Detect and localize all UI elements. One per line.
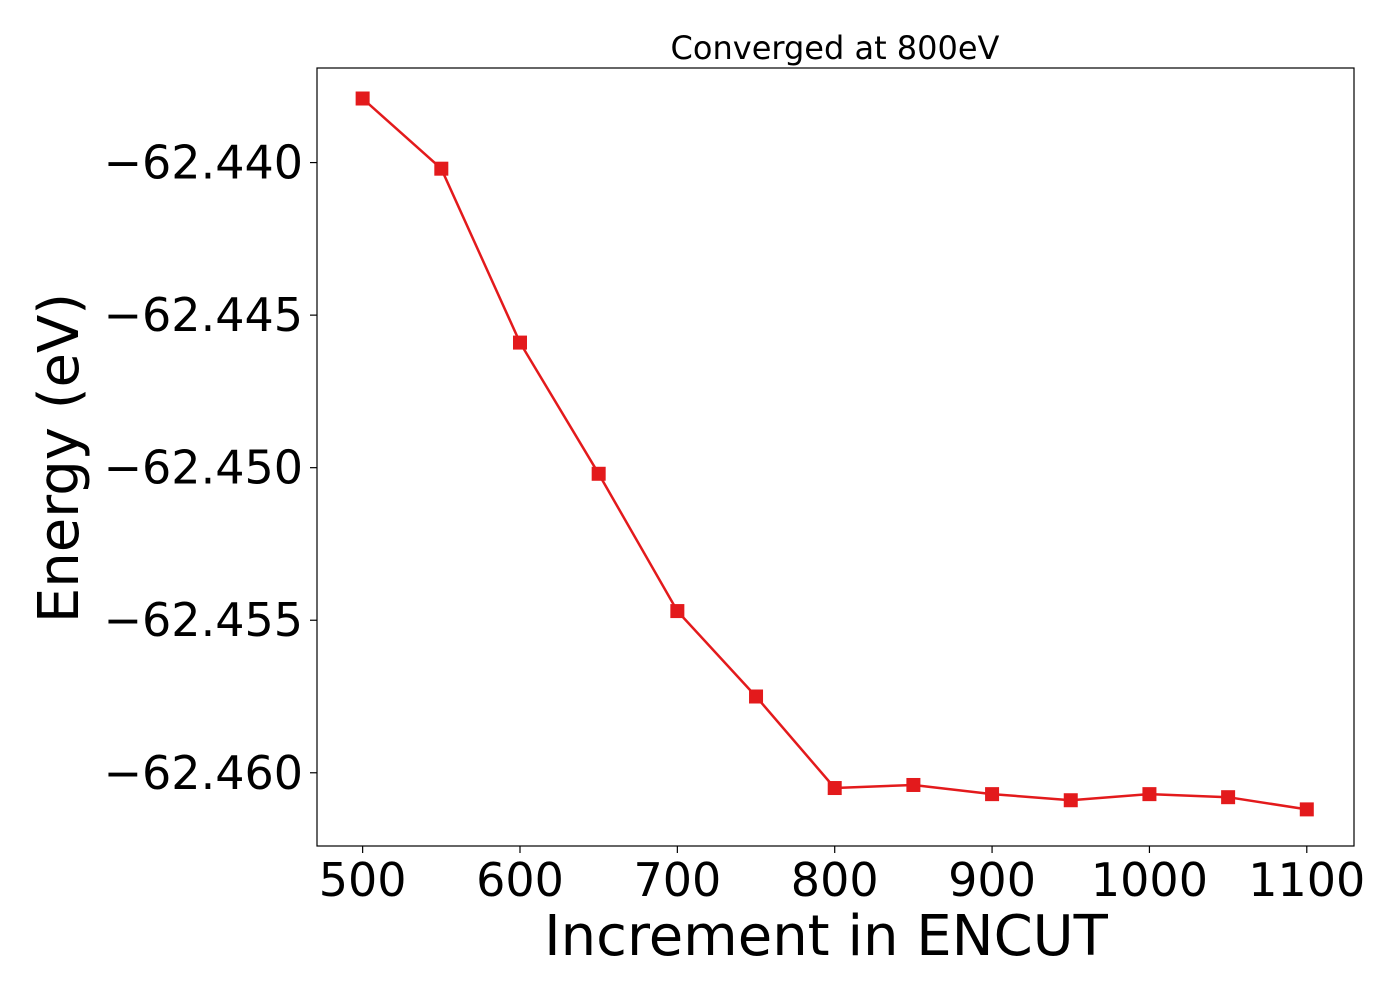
x-tick-label: 700 xyxy=(633,853,721,907)
data-point-marker xyxy=(434,161,449,176)
data-point-marker xyxy=(670,604,685,619)
data-point-marker xyxy=(1063,793,1078,808)
data-point-marker xyxy=(512,335,527,350)
x-tick-label: 1100 xyxy=(1248,853,1365,907)
data-point-marker xyxy=(985,787,1000,802)
x-tick-label: 800 xyxy=(791,853,879,907)
plot-area xyxy=(316,67,1355,847)
series-layer xyxy=(355,91,1314,817)
y-tick-label: −62.450 xyxy=(104,441,304,495)
plot-frame xyxy=(316,67,1355,847)
series-line xyxy=(361,97,1307,811)
chart-title: Converged at 800eV xyxy=(671,29,1000,67)
x-tick-label: 900 xyxy=(948,853,1036,907)
x-tick-label: 500 xyxy=(319,853,407,907)
x-tick-label: 1000 xyxy=(1091,853,1208,907)
y-axis: −62.440 −62.445 −62.450 −62.455 −62.460 xyxy=(104,136,317,800)
x-axis: 500 600 700 800 900 1000 1100 xyxy=(319,846,1365,907)
data-point-marker xyxy=(1221,790,1236,805)
data-point-marker xyxy=(906,777,921,792)
data-point-marker xyxy=(355,91,370,106)
y-tick-label: −62.440 xyxy=(104,136,304,190)
y-tick-label: −62.455 xyxy=(104,593,304,647)
y-tick-label: −62.460 xyxy=(104,746,304,800)
data-point-marker xyxy=(749,689,764,704)
data-point-marker xyxy=(591,466,606,481)
data-point-marker xyxy=(827,781,842,796)
y-tick-label: −62.445 xyxy=(104,288,304,342)
x-axis-label: Increment in ENCUT xyxy=(544,904,1109,969)
y-axis-label: Energy (eV) xyxy=(27,293,92,623)
x-tick-label: 600 xyxy=(476,853,564,907)
data-point-marker xyxy=(1142,787,1157,802)
data-point-marker xyxy=(1299,802,1314,817)
